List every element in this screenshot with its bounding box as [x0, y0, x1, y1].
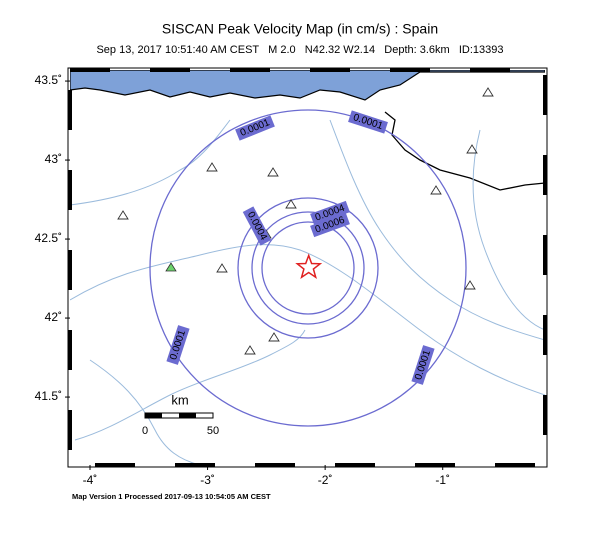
station-green — [165, 262, 177, 272]
river — [74, 329, 306, 441]
border — [384, 111, 545, 191]
station — [482, 87, 494, 97]
river — [472, 129, 545, 331]
contour-label-box — [310, 212, 350, 238]
subtitle: Sep 13, 2017 10:51:40 AM CEST M 2.0 N42.… — [96, 44, 503, 56]
x-tick-label: -4˚ — [83, 473, 98, 487]
contour-label-box — [242, 206, 272, 246]
x-tick-label: -1˚ — [435, 473, 450, 487]
station — [464, 280, 476, 290]
footer: Map Version 1 Processed 2017-09-13 10:54… — [72, 492, 271, 501]
y-tick-label: 42.5˚ — [35, 231, 62, 245]
contour-label-box — [411, 345, 435, 385]
frame — [67, 67, 548, 468]
scale-bar: km 0 50 — [142, 392, 219, 436]
station — [285, 199, 297, 209]
contour — [149, 109, 467, 427]
station — [206, 162, 218, 172]
y-tick-label: 43.5˚ — [35, 73, 62, 87]
title: SISCAN Peak Velocity Map (in cm/s) : Spa… — [162, 21, 438, 37]
contour-label-box — [348, 110, 388, 134]
y-tick-label: 43˚ — [45, 152, 62, 166]
station — [117, 210, 129, 220]
station — [216, 263, 228, 273]
contour — [237, 197, 379, 339]
river — [89, 359, 201, 465]
scale-unit: km — [171, 392, 188, 407]
station — [430, 185, 442, 195]
frame-pattern — [68, 68, 547, 467]
river — [70, 244, 545, 396]
contour — [261, 221, 355, 315]
epicenter — [295, 253, 323, 279]
station — [267, 167, 279, 177]
station — [244, 345, 256, 355]
contour — [251, 211, 365, 325]
scale-start: 0 — [142, 425, 148, 437]
river — [329, 119, 545, 341]
y-tick-label: 42˚ — [45, 310, 62, 324]
scale-end: 50 — [207, 425, 219, 437]
station — [466, 144, 478, 154]
x-tick-label: -3˚ — [200, 473, 215, 487]
contour-label-box — [310, 200, 350, 226]
y-tick-label: 41.5˚ — [35, 389, 62, 403]
map-area — [70, 70, 545, 465]
sea — [70, 70, 545, 101]
contour-label-box — [166, 325, 190, 365]
station — [268, 332, 280, 342]
x-tick-label: -2˚ — [318, 473, 333, 487]
contour-label-box — [235, 115, 275, 141]
